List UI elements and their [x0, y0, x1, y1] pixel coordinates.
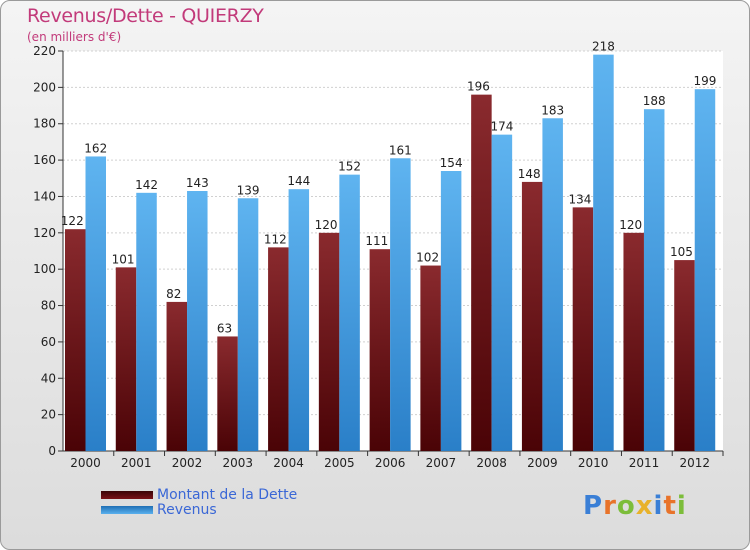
y-tick-label: 60 [41, 335, 56, 349]
x-tick-label-2007: 2007 [426, 456, 457, 470]
x-tick-label-2001: 2001 [121, 456, 152, 470]
chart-subtitle: (en milliers d'€) [27, 30, 122, 44]
proxiti-logo: Proxiti [583, 491, 687, 521]
logo-letter: i [653, 491, 664, 521]
bar-revenus-2000 [85, 156, 106, 452]
y-tick-label: 80 [41, 299, 56, 313]
bar-dette-2004 [268, 247, 289, 451]
value-label-revenus-2007: 154 [440, 156, 463, 170]
y-tick-label: 20 [41, 408, 56, 422]
y-tick-label: 200 [33, 80, 56, 94]
bar-dette-2007 [420, 265, 441, 451]
bar-dette-2009 [521, 181, 543, 451]
legend-label-dette: Montant de la Dette [157, 486, 298, 503]
value-label-dette-2011: 120 [619, 218, 642, 232]
y-tick-label: 0 [48, 444, 56, 458]
x-tick-label-2012: 2012 [679, 456, 710, 470]
bar-dette-2010 [572, 207, 594, 451]
logo-letter: i [676, 491, 687, 521]
value-label-revenus-2011: 188 [643, 94, 666, 108]
bar-revenus-2008 [491, 134, 513, 452]
bar-revenus-2004 [288, 189, 310, 451]
legend-swatch-dette [101, 490, 153, 499]
bar-revenus-2010 [593, 54, 614, 452]
x-tick-label-2008: 2008 [476, 456, 507, 470]
x-tick-label-2005: 2005 [324, 456, 355, 470]
value-label-dette-2000: 122 [61, 214, 84, 228]
legend: Montant de la Dette Revenus [101, 486, 298, 518]
bar-revenus-2007 [440, 171, 462, 451]
y-tick-label: 180 [33, 117, 56, 131]
bar-dette-2001 [115, 267, 137, 451]
y-tick-label: 120 [33, 226, 56, 240]
value-label-revenus-2000: 162 [84, 141, 107, 155]
y-tick-label: 220 [33, 44, 56, 58]
logo-letter: o [616, 491, 636, 521]
value-label-revenus-2008: 174 [490, 120, 513, 134]
logo-letter: x [635, 491, 654, 521]
chart-title: Revenus/Dette - QUIERZY [27, 5, 264, 27]
logo-letter: t [663, 491, 677, 521]
x-tick-label-2006: 2006 [375, 456, 406, 470]
bar-dette-2012 [674, 260, 695, 451]
logo-letter: r [603, 491, 617, 521]
bar-revenus-2002 [187, 191, 208, 451]
bar-revenus-2001 [136, 192, 157, 451]
value-label-revenus-2004: 144 [287, 174, 310, 188]
value-label-dette-2003: 63 [217, 321, 232, 335]
x-tick-label-2004: 2004 [273, 456, 304, 470]
value-label-revenus-2012: 199 [694, 74, 717, 88]
value-label-dette-2012: 105 [670, 245, 693, 259]
legend-swatch-revenus [101, 505, 153, 514]
legend-label-revenus: Revenus [157, 501, 217, 518]
logo-letter: P [583, 491, 604, 521]
x-tick-label-2011: 2011 [629, 456, 660, 470]
bar-dette-2000 [65, 229, 86, 451]
y-tick-label: 160 [33, 153, 56, 167]
y-tick-label: 140 [33, 189, 56, 203]
value-label-dette-2005: 120 [315, 218, 338, 232]
value-label-dette-2001: 101 [112, 252, 135, 266]
bar-dette-2005 [318, 232, 340, 451]
value-label-revenus-2003: 139 [237, 183, 260, 197]
bar-dette-2011 [623, 232, 644, 451]
y-tick-label: 100 [33, 262, 56, 276]
value-label-dette-2006: 111 [365, 234, 388, 248]
bar-dette-2003 [217, 336, 238, 451]
legend-item-dette: Montant de la Dette [101, 486, 298, 503]
value-label-revenus-2006: 161 [389, 143, 412, 157]
value-label-revenus-2001: 142 [135, 178, 158, 192]
y-tick-label: 40 [41, 371, 56, 385]
x-tick-label-2010: 2010 [578, 456, 609, 470]
x-tick-label-2000: 2000 [70, 456, 101, 470]
bar-revenus-2012 [694, 89, 716, 451]
bar-revenus-2006 [390, 158, 411, 452]
x-tick-label-2003: 2003 [223, 456, 254, 470]
bar-dette-2002 [166, 301, 188, 451]
value-label-dette-2007: 102 [416, 251, 439, 265]
bar-revenus-2009 [542, 118, 563, 451]
value-label-dette-2004: 112 [264, 232, 287, 246]
bar-revenus-2003 [237, 198, 259, 451]
value-label-dette-2008: 196 [467, 80, 490, 94]
legend-item-revenus: Revenus [101, 501, 297, 518]
bar-dette-2006 [369, 249, 391, 451]
x-tick-label-2009: 2009 [527, 456, 558, 470]
bar-revenus-2011 [643, 109, 665, 451]
value-label-revenus-2010: 218 [592, 40, 615, 54]
value-label-revenus-2009: 183 [541, 103, 564, 117]
value-label-revenus-2002: 143 [186, 176, 209, 190]
bar-revenus-2005 [339, 174, 360, 452]
bar-dette-2008 [471, 94, 492, 452]
value-label-dette-2002: 82 [166, 287, 181, 301]
value-label-dette-2010: 134 [568, 192, 591, 206]
x-tick-label-2002: 2002 [172, 456, 203, 470]
value-label-revenus-2005: 152 [338, 160, 361, 174]
value-label-dette-2009: 148 [518, 167, 541, 181]
